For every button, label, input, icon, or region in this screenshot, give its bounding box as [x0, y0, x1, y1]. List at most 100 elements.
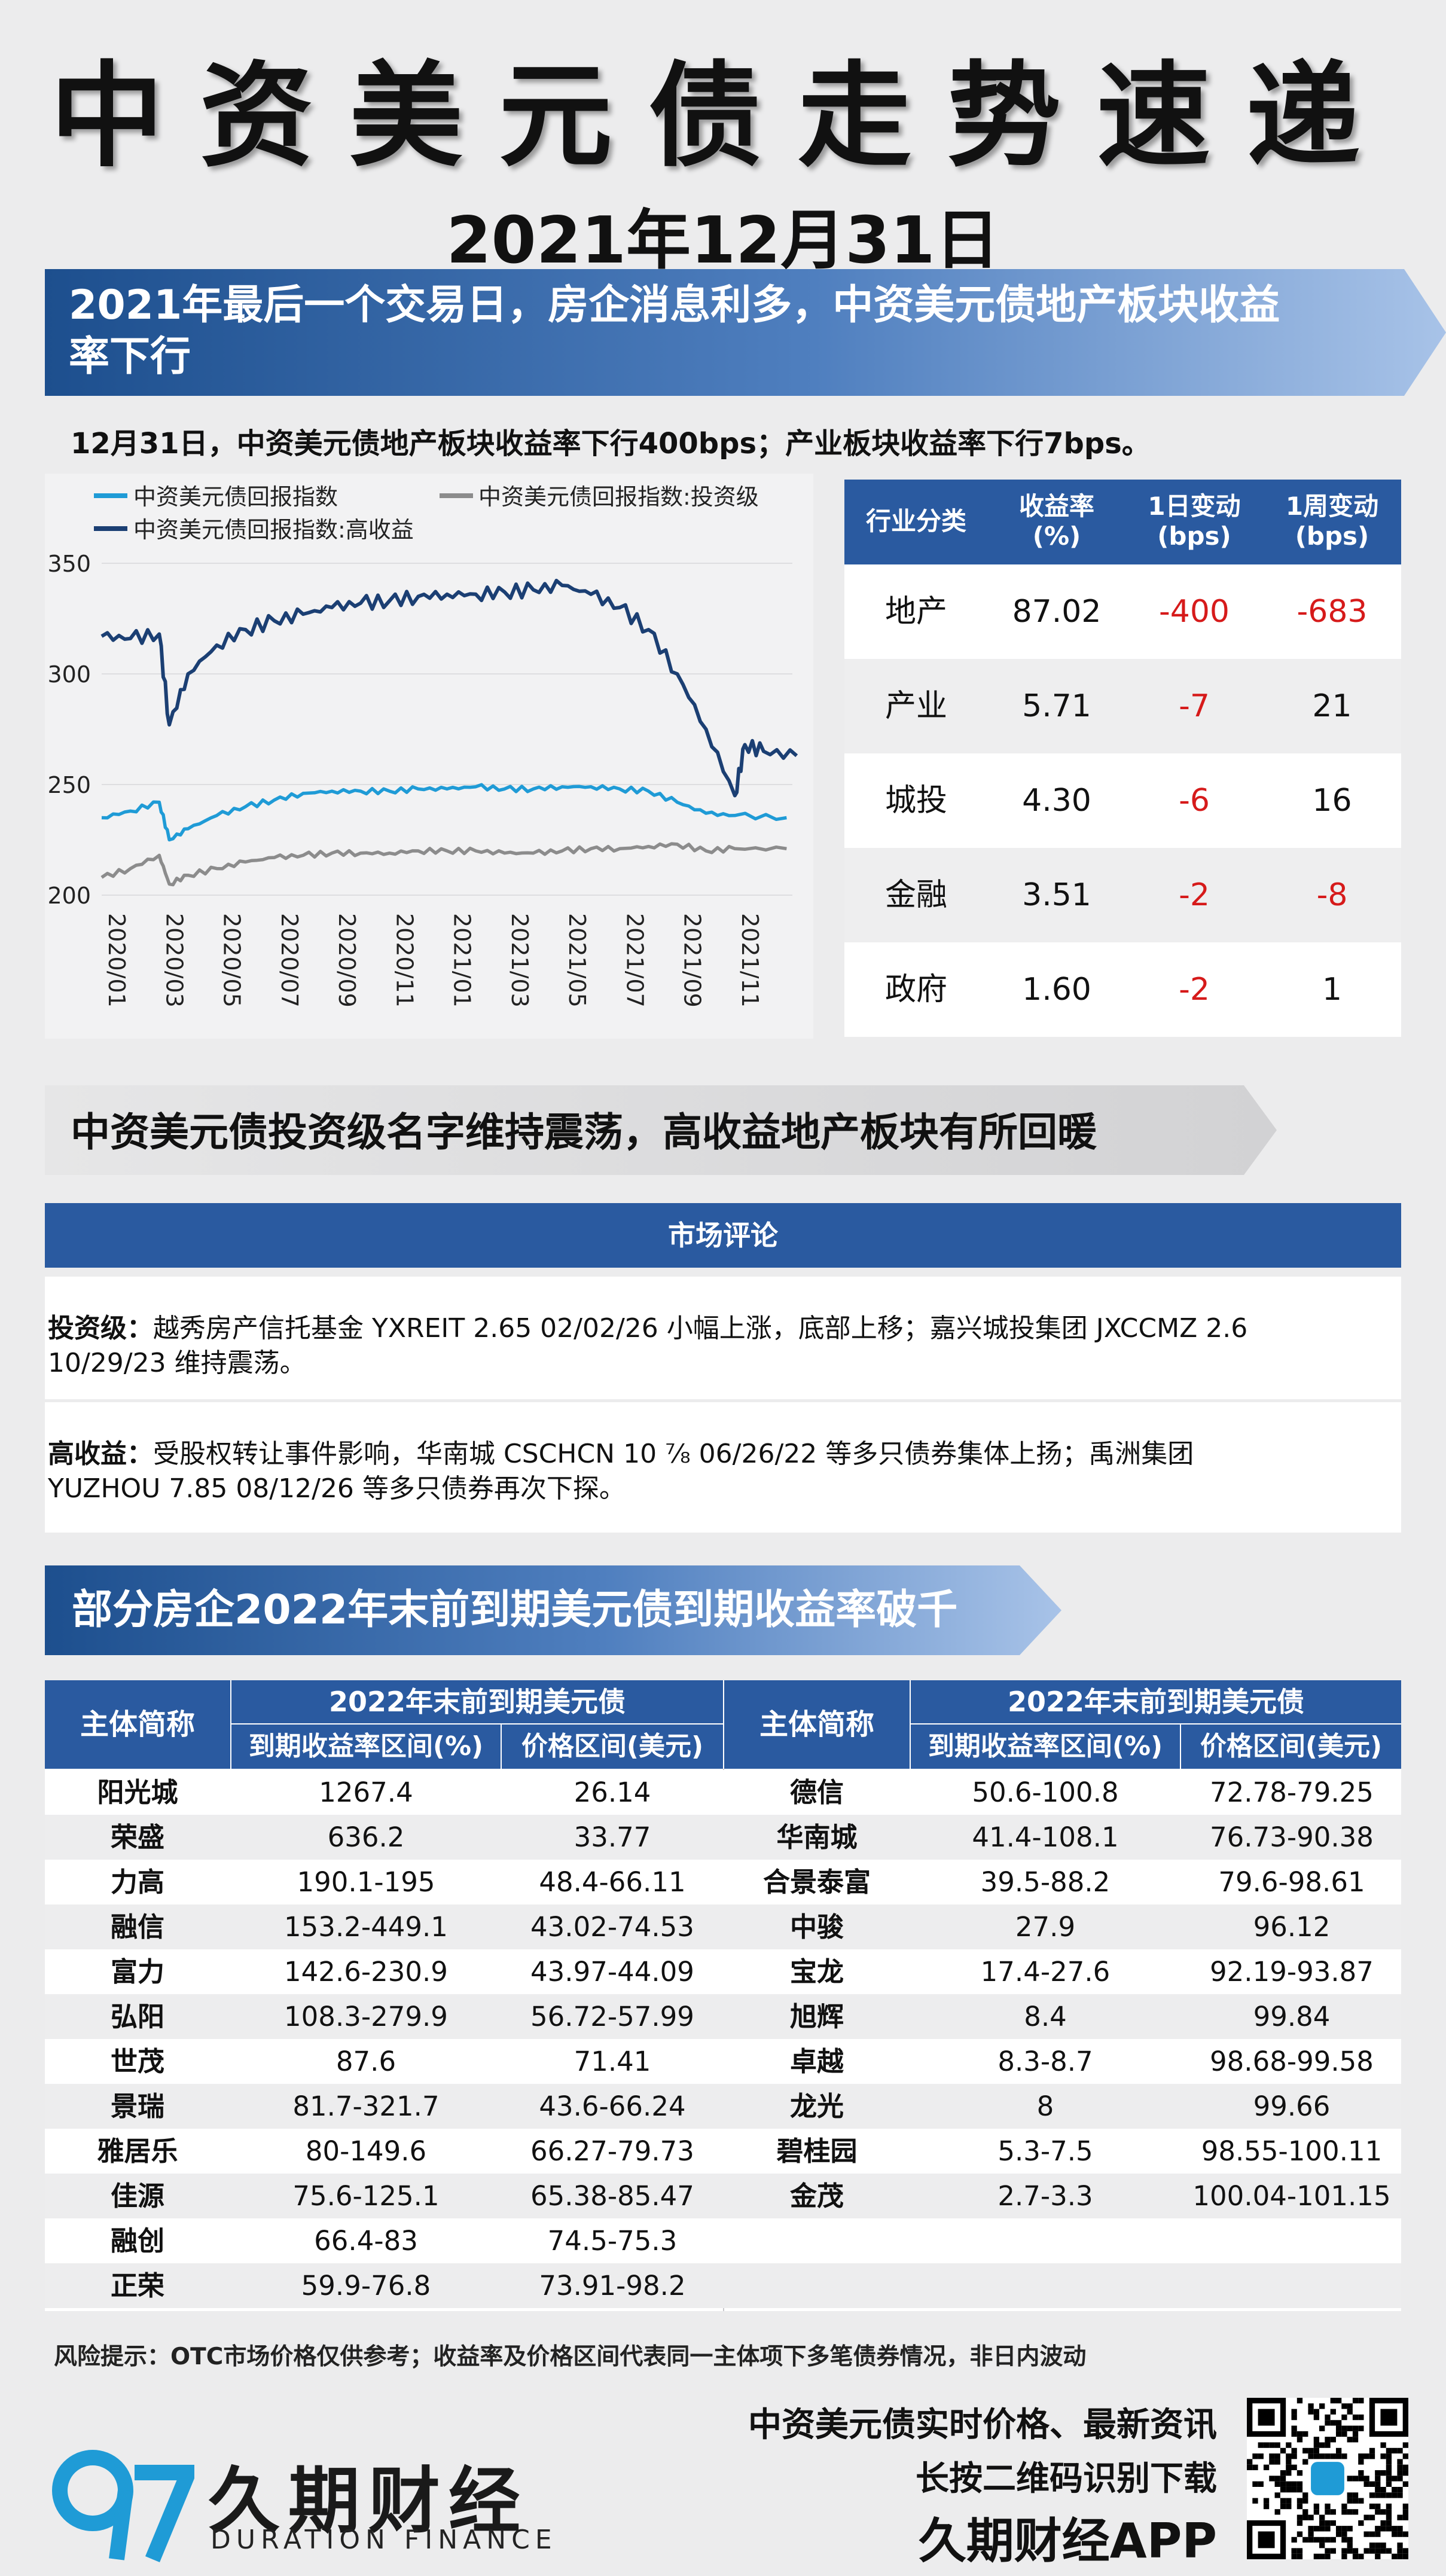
- series-line-1: [101, 783, 787, 842]
- ytm-range: 27.9: [1015, 1911, 1076, 1943]
- comment-high-yield: 高收益：受股权转让事件影响，华南城 CSCHCN 10 ⅞ 06/26/22 等…: [45, 1402, 1401, 1533]
- series-line-2: [100, 842, 787, 887]
- price-range: 96.12: [1253, 1911, 1331, 1943]
- price-range: 98.68-99.58: [1210, 2046, 1374, 2077]
- price-range: 98.55-100.11: [1201, 2135, 1383, 2167]
- bond-table-row: 融创 66.4-83 74.5-75.3: [45, 2218, 1401, 2263]
- qr-code-icon[interactable]: [1247, 2398, 1408, 2559]
- hy-text-1: 受股权转让事件影响，华南城 CSCHCN 10 ⅞ 06/26/22 等多只债券…: [153, 1439, 1194, 1469]
- bond-table-row: 富力 142.6-230.9 43.97-44.09 宝龙 17.4-27.6 92.19…: [45, 1949, 1401, 1994]
- y-tick-label: 300: [47, 661, 91, 688]
- issuer-name: 金茂: [789, 2180, 844, 2212]
- legend-label-3: 中资美元债回报指数:高收益: [133, 517, 414, 543]
- promo-line-1: 中资美元债实时价格、最新资讯: [748, 2406, 1217, 2444]
- ytm-range: 50.6-100.8: [972, 1777, 1119, 1808]
- x-tick-label: 2020/05: [219, 913, 245, 1008]
- line-chart-svg: 200 250 300 350 2020/01 2020/03 2020/05 2020/07…: [47, 551, 798, 1008]
- x-tick-label: 2021/07: [621, 913, 648, 1008]
- yield-value: 4.30: [1022, 783, 1091, 819]
- ytm-range: 66.4-83: [314, 2225, 418, 2257]
- sector-row: 地产 87.02 -400 -683: [844, 564, 1401, 659]
- ytm-range: 108.3-279.9: [284, 2001, 448, 2032]
- price-range: 76.73-90.38: [1210, 1821, 1374, 1853]
- price-range: 66.27-79.73: [530, 2135, 694, 2167]
- legend-label-1: 中资美元债回报指数: [133, 484, 338, 510]
- price-range: 48.4-66.11: [539, 1866, 686, 1898]
- change-1d: -6: [1179, 783, 1210, 819]
- x-tick-label: 2020/07: [276, 913, 303, 1008]
- issuer-name: 力高: [110, 1866, 164, 1898]
- report-date: 2021年12月31日: [446, 203, 1000, 278]
- issuer-name: 华南城: [776, 1821, 858, 1853]
- col-issuer-left: 主体简称: [45, 1680, 230, 1769]
- issuer-name: 融信: [110, 1911, 164, 1943]
- issuer-name: 佳源: [110, 2180, 164, 2212]
- col-issuer-right: 主体简称: [724, 1680, 910, 1769]
- x-tick-label: 2021/11: [737, 913, 763, 1008]
- sector-row: 城投 4.30 -6 16: [844, 753, 1401, 848]
- ytm-range: 5.3-7.5: [997, 2135, 1093, 2167]
- issuer-name: 碧桂园: [776, 2135, 858, 2167]
- price-range: 33.77: [573, 1821, 651, 1853]
- maturity-bond-table: 主体简称 2022年末前到期美元债 到期收益率区间(%) 价格区间(美元) 主体…: [45, 1680, 1401, 2311]
- price-range: 72.78-79.25: [1210, 1777, 1374, 1808]
- price-range: 56.72-57.99: [530, 2001, 694, 2032]
- ytm-range: 8: [1036, 2090, 1054, 2122]
- headline-banner: 2021年最后一个交易日，房企消息利多，中资美元债地产板块收益 率下行: [45, 269, 1446, 396]
- change-1w: 1: [1322, 972, 1343, 1008]
- header-1d-change: 1日变动 (bps): [1148, 492, 1241, 551]
- sector-row: 金融 3.51 -2 -8: [844, 848, 1401, 942]
- change-1d: -2: [1179, 972, 1210, 1008]
- change-1w: -683: [1296, 594, 1368, 630]
- issuer-name: 世茂: [110, 2046, 164, 2077]
- yield-value: 3.51: [1022, 877, 1091, 913]
- duration-finance-logo-icon: [52, 2450, 194, 2562]
- x-tick-label: 2020/03: [161, 913, 187, 1008]
- col-price-left: 价格区间(美元): [502, 1725, 723, 1769]
- section-banner-2-text: 中资美元债投资级名字维持震荡，高收益地产板块有所回暖: [71, 1109, 1097, 1155]
- issuer-name: 中骏: [789, 1911, 844, 1943]
- brand-name-en: DURATION FINANCE: [211, 2525, 557, 2555]
- bond-table-row: 正荣 59.9-76.8 73.91-98.2: [45, 2263, 1401, 2308]
- issuer-name: 正荣: [110, 2270, 164, 2302]
- ig-label: 投资级：: [48, 1313, 153, 1344]
- header-yield: 收益率 (%): [1018, 492, 1094, 551]
- bond-table-row: 佳源 75.6-125.1 65.38-85.47 金茂 2.7-3.3 100.04-1…: [45, 2174, 1401, 2218]
- market-comment-header: 市场评论: [45, 1203, 1401, 1268]
- comment-investment-grade: 投资级：越秀房产信托基金 YXREIT 2.65 02/02/26 小幅上涨，底…: [45, 1277, 1401, 1399]
- ytm-range: 39.5-88.2: [980, 1866, 1111, 1898]
- change-1d: -7: [1179, 688, 1210, 724]
- price-range: 43.6-66.24: [539, 2090, 686, 2122]
- issuer-name: 富力: [110, 1956, 164, 1988]
- ytm-range: 1267.4: [319, 1777, 413, 1808]
- bond-table-row: 荣盛 636.2 33.77 华南城 41.4-108.1 76.73-90.38: [45, 1815, 1401, 1860]
- price-range: 26.14: [573, 1777, 651, 1808]
- bond-table-row: 力高 190.1-195 48.4-66.11 合景泰富 39.5-88.2 79.6-9…: [45, 1860, 1401, 1904]
- col-ytm-left: 到期收益率区间(%): [231, 1725, 501, 1769]
- issuer-name: 合景泰富: [762, 1866, 871, 1898]
- legend-label-2: 中资美元债回报指数:投资级: [478, 484, 759, 510]
- bond-table-row: 世茂 87.6 71.41 卓越 8.3-8.7 98.68-99.58: [45, 2039, 1401, 2084]
- issuer-name: 龙光: [789, 2090, 844, 2122]
- issuer-name: 德信: [789, 1777, 844, 1808]
- price-range: 79.6-98.61: [1218, 1866, 1365, 1898]
- series-line-3: [100, 578, 798, 798]
- brand-name-cn: 久期财经: [208, 2460, 529, 2543]
- ytm-range: 153.2-449.1: [284, 1911, 448, 1943]
- price-range: 65.38-85.47: [530, 2180, 694, 2212]
- change-1w: 16: [1312, 783, 1352, 819]
- price-range: 71.41: [573, 2046, 651, 2077]
- ytm-range: 8.3-8.7: [997, 2046, 1093, 2077]
- issuer-name: 荣盛: [110, 1821, 164, 1853]
- bond-table-row: 弘阳 108.3-279.9 56.72-57.99 旭辉 8.4 99.84: [45, 1994, 1401, 2039]
- ytm-range: 142.6-230.9: [284, 1956, 448, 1988]
- ytm-range: 81.7-321.7: [292, 2090, 440, 2122]
- change-1w: -8: [1316, 877, 1348, 913]
- legend-swatch-3: [94, 526, 127, 531]
- sector-name: 金融: [884, 877, 947, 913]
- ytm-range: 87.6: [335, 2046, 396, 2077]
- bond-table-row: 雅居乐 80-149.6 66.27-79.73 碧桂园 5.3-7.5 98.55-10…: [45, 2129, 1401, 2174]
- yield-value: 5.71: [1022, 688, 1091, 724]
- ytm-range: 75.6-125.1: [292, 2180, 440, 2212]
- price-range: 99.84: [1253, 2001, 1331, 2032]
